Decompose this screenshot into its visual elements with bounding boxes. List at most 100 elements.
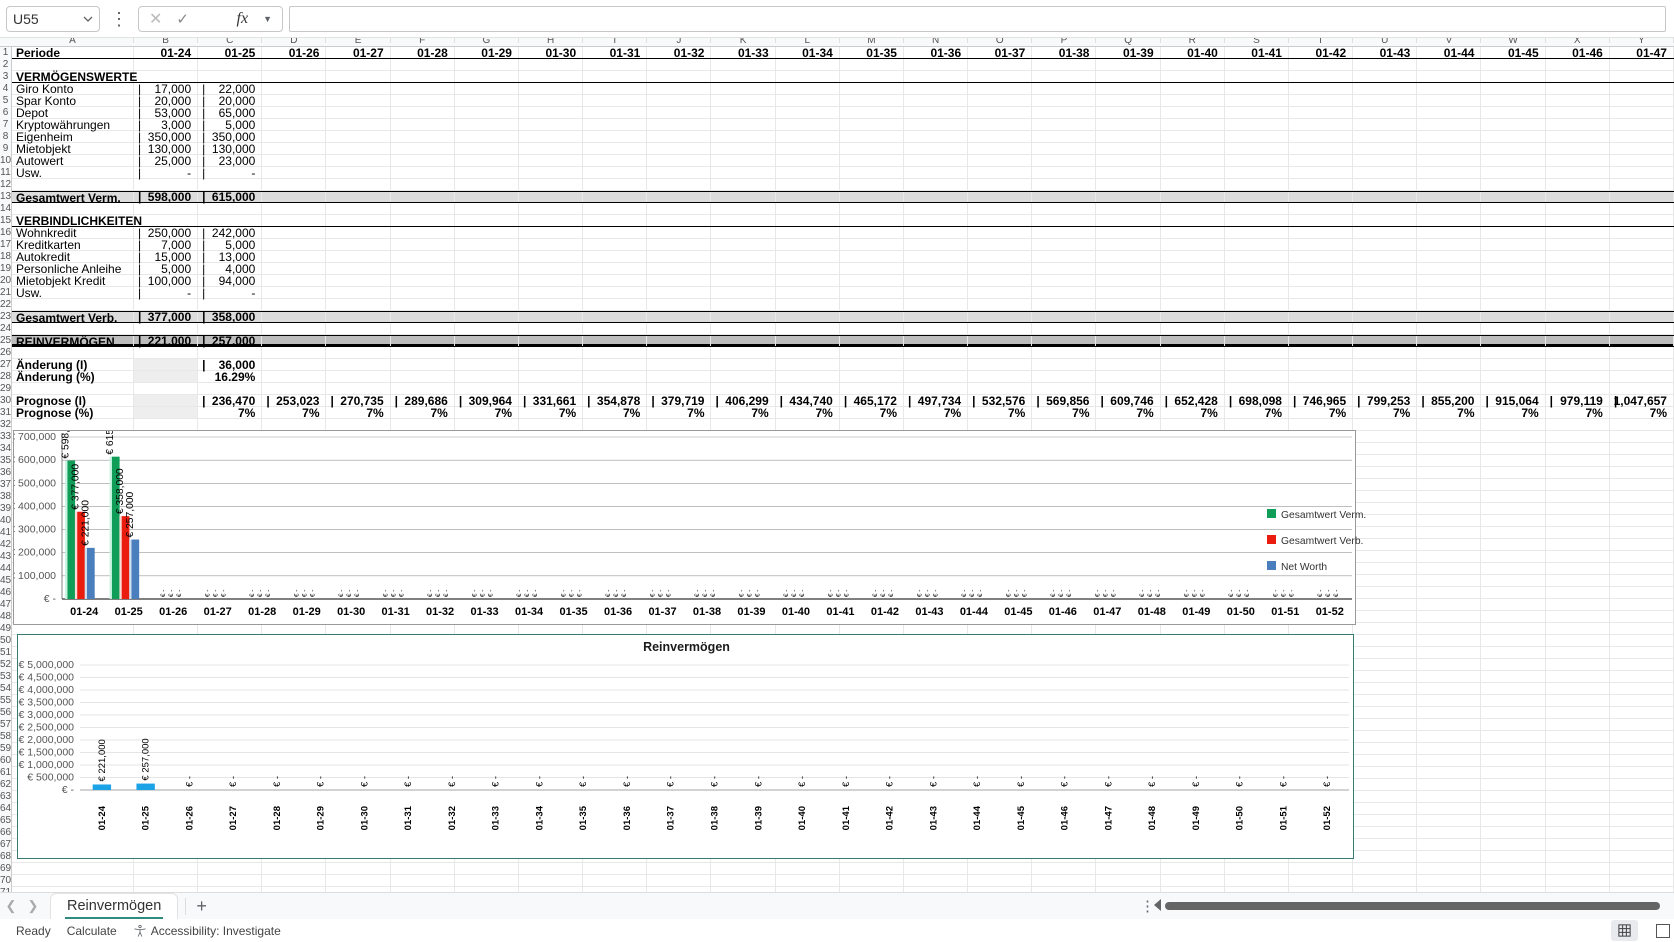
svg-text:€ 615,000: € 615,000 <box>105 431 116 455</box>
svg-text:€ -: € - <box>1278 776 1289 787</box>
svg-text:01-49: 01-49 <box>1182 606 1210 618</box>
svg-text:€ -: € - <box>1147 590 1154 597</box>
svg-text:01-28: 01-28 <box>272 806 283 830</box>
svg-text:€ -: € - <box>1280 590 1287 597</box>
svg-text:01-29: 01-29 <box>316 806 327 830</box>
svg-text:€ -: € - <box>176 590 183 597</box>
svg-text:€ -: € - <box>605 590 612 597</box>
svg-text:€ -: € - <box>435 590 442 597</box>
svg-text:€ -: € - <box>391 590 398 597</box>
svg-text:€ -: € - <box>354 590 361 597</box>
svg-text:€ 300,000: € 300,000 <box>14 524 56 536</box>
svg-text:€ -: € - <box>658 590 665 597</box>
svg-text:01-24: 01-24 <box>97 805 108 830</box>
svg-text:€ -: € - <box>841 776 852 787</box>
svg-text:€ 2,500,000: € 2,500,000 <box>19 722 75 734</box>
svg-text:01-25: 01-25 <box>141 805 152 830</box>
svg-text:€ -: € - <box>1333 590 1340 597</box>
svg-text:€ -: € - <box>472 590 479 597</box>
svg-text:€ 1,500,000: € 1,500,000 <box>19 747 75 759</box>
svg-text:€ -: € - <box>916 590 923 597</box>
svg-text:€ -: € - <box>1094 590 1101 597</box>
svg-text:€ -: € - <box>403 776 414 787</box>
svg-text:€ -: € - <box>62 784 75 796</box>
svg-text:01-52: 01-52 <box>1316 606 1344 618</box>
svg-text:€ -: € - <box>532 590 539 597</box>
svg-text:€ -: € - <box>302 590 309 597</box>
svg-text:01-40: 01-40 <box>782 606 810 618</box>
svg-text:€ -: € - <box>746 590 753 597</box>
svg-text:01-52: 01-52 <box>1322 806 1333 830</box>
svg-text:01-31: 01-31 <box>403 805 414 830</box>
svg-text:€ -: € - <box>885 776 896 787</box>
svg-text:01-38: 01-38 <box>710 806 721 830</box>
svg-text:€ 3,500,000: € 3,500,000 <box>19 697 75 709</box>
svg-text:€ -: € - <box>1066 590 1073 597</box>
svg-text:01-25: 01-25 <box>115 606 143 618</box>
svg-text:01-27: 01-27 <box>228 806 239 830</box>
svg-text:01-44: 01-44 <box>960 606 989 618</box>
svg-text:01-38: 01-38 <box>693 606 721 618</box>
svg-text:01-50: 01-50 <box>1235 806 1246 830</box>
svg-text:€ -: € - <box>184 776 195 787</box>
svg-text:€ 700,000: € 700,000 <box>14 431 56 443</box>
svg-text:€ -: € - <box>160 590 167 597</box>
svg-text:01-26: 01-26 <box>159 606 187 618</box>
svg-text:€ -: € - <box>880 590 887 597</box>
svg-text:01-36: 01-36 <box>622 806 633 830</box>
svg-text:01-37: 01-37 <box>648 606 676 618</box>
svg-text:01-40: 01-40 <box>797 806 808 830</box>
svg-text:€ -: € - <box>1013 590 1020 597</box>
svg-text:01-35: 01-35 <box>559 606 587 618</box>
svg-text:€ -: € - <box>1272 590 1279 597</box>
svg-text:€ -: € - <box>249 590 256 597</box>
svg-text:€ -: € - <box>577 590 584 597</box>
svg-text:€ -: € - <box>932 590 939 597</box>
svg-text:€ -: € - <box>569 590 576 597</box>
svg-text:€ -: € - <box>827 590 834 597</box>
svg-text:01-45: 01-45 <box>1016 805 1027 830</box>
svg-text:€ 600,000: € 600,000 <box>14 454 56 466</box>
svg-text:01-26: 01-26 <box>184 806 195 830</box>
svg-text:€ -: € - <box>316 776 327 787</box>
svg-text:€ -: € - <box>1322 776 1333 787</box>
svg-text:€ -: € - <box>399 590 406 597</box>
svg-text:€ -: € - <box>44 593 57 605</box>
svg-text:01-29: 01-29 <box>293 606 321 618</box>
svg-text:€ -: € - <box>1110 590 1117 597</box>
svg-text:€ -: € - <box>346 590 353 597</box>
svg-text:€ -: € - <box>338 590 345 597</box>
svg-text:€ -: € - <box>359 776 370 787</box>
svg-text:€ -: € - <box>310 590 317 597</box>
svg-text:€ -: € - <box>1244 590 1251 597</box>
svg-text:01-24: 01-24 <box>70 606 99 618</box>
svg-text:€ -: € - <box>835 590 842 597</box>
svg-text:€ -: € - <box>754 590 761 597</box>
svg-text:01-42: 01-42 <box>885 806 896 830</box>
svg-text:€ -: € - <box>1016 776 1027 787</box>
svg-text:01-27: 01-27 <box>204 606 232 618</box>
svg-text:€ -: € - <box>702 590 709 597</box>
svg-text:01-51: 01-51 <box>1271 606 1299 618</box>
svg-text:€ 3,000,000: € 3,000,000 <box>19 709 75 721</box>
svg-text:01-35: 01-35 <box>578 805 589 830</box>
svg-text:01-32: 01-32 <box>447 806 458 830</box>
svg-text:€ 1,000,000: € 1,000,000 <box>19 759 75 771</box>
svg-text:01-39: 01-39 <box>737 606 765 618</box>
svg-text:01-44: 01-44 <box>972 805 983 830</box>
svg-text:€ -: € - <box>1058 590 1065 597</box>
svg-text:€ -: € - <box>524 590 531 597</box>
svg-text:€ -: € - <box>1102 590 1109 597</box>
svg-text:€ 400,000: € 400,000 <box>14 500 56 512</box>
svg-text:01-47: 01-47 <box>1093 606 1121 618</box>
svg-text:€ -: € - <box>710 590 717 597</box>
svg-text:01-47: 01-47 <box>1103 806 1114 830</box>
svg-text:€ -: € - <box>694 590 701 597</box>
svg-text:01-41: 01-41 <box>841 805 852 830</box>
svg-text:€ -: € - <box>1103 776 1114 787</box>
svg-text:01-30: 01-30 <box>337 606 365 618</box>
svg-text:01-46: 01-46 <box>1060 806 1071 830</box>
svg-text:01-30: 01-30 <box>359 806 370 830</box>
svg-text:01-43: 01-43 <box>915 606 943 618</box>
svg-text:€ -: € - <box>228 776 239 787</box>
